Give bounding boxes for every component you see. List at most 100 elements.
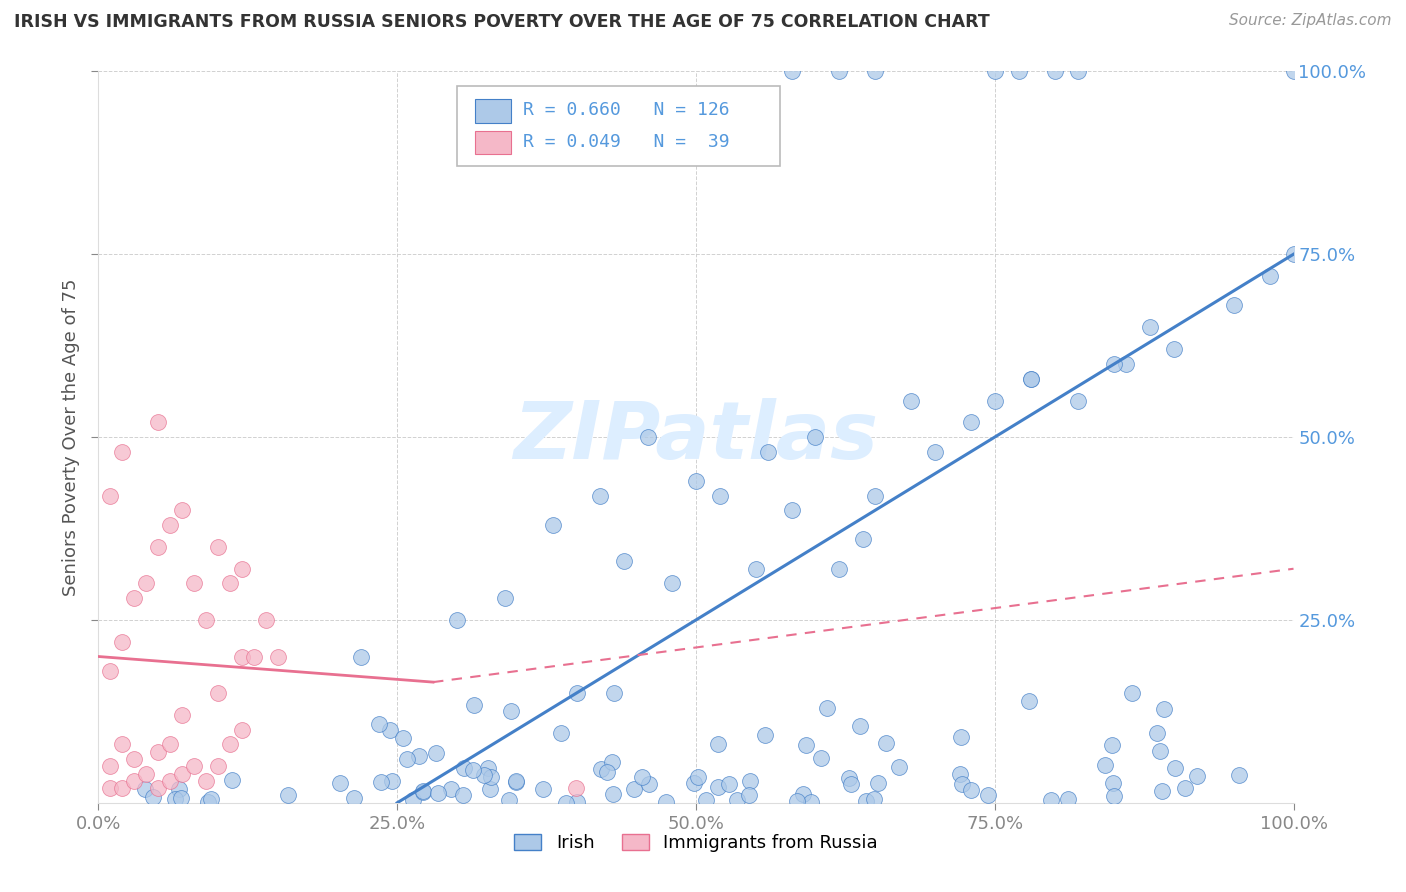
Point [717,777,740,791]
Y-axis label: Seniors Poverty Over the Age of 75: Seniors Poverty Over the Age of 75 [62,278,80,596]
Point [839,777,862,791]
Point [350,649,373,664]
Point [1153,701,1175,715]
Point [172,708,194,723]
Point [195,613,218,627]
Point [1223,298,1246,312]
Point [794,738,817,752]
Point [135,766,157,780]
Point [111,737,134,751]
Point [165,792,187,806]
Point [148,745,170,759]
Point [900,393,922,408]
Point [756,444,779,458]
Point [1121,686,1143,700]
Point [661,576,683,591]
Point [453,761,475,775]
Point [613,554,636,568]
Point [1282,247,1305,261]
Point [1174,781,1197,796]
Point [1149,744,1171,758]
Point [1115,357,1137,371]
Point [709,489,731,503]
Point [124,591,146,605]
Point [267,649,290,664]
Point [402,793,425,807]
Point [960,416,983,430]
Point [707,780,730,795]
Point [195,773,218,788]
Point [370,774,392,789]
Point [631,770,654,784]
Point [1043,64,1066,78]
Point [804,430,827,444]
Point [868,776,890,790]
Point [984,393,1007,408]
Point [1102,789,1125,804]
Point [219,576,242,591]
Point [887,760,910,774]
Point [477,760,499,774]
Point [172,503,194,517]
Point [169,782,191,797]
Point [200,791,222,805]
Point [277,788,299,802]
Point [98,489,122,503]
Point [197,795,219,809]
Point [183,576,205,591]
Point [207,540,229,554]
Point [142,790,165,805]
Text: IRISH VS IMMIGRANTS FROM RUSSIA SENIORS POVERTY OVER THE AGE OF 75 CORRELATION C: IRISH VS IMMIGRANTS FROM RUSSIA SENIORS … [14,13,990,31]
Point [159,517,181,532]
Point [949,730,972,744]
Point [172,766,194,780]
Point [865,489,887,503]
Point [738,789,761,803]
Bar [475,130,510,154]
Text: R = 0.049   N =  39: R = 0.049 N = 39 [523,133,730,152]
Point [865,64,887,78]
Point [98,781,122,796]
FancyBboxPatch shape [457,86,780,167]
Point [380,723,402,737]
Point [111,781,134,796]
Point [810,751,832,765]
Point [463,698,485,712]
Point [754,728,776,742]
Point [786,793,808,807]
Point [408,748,430,763]
Point [1163,343,1185,357]
Point [852,533,875,547]
Point [1104,357,1126,371]
Point [254,613,277,627]
Point [426,786,449,800]
Point [1163,761,1185,775]
Point [231,649,253,664]
Point [655,795,678,809]
Point [392,731,415,745]
Point [1101,738,1123,752]
Point [695,793,717,807]
Point [440,782,463,797]
Point [1150,783,1173,797]
Point [412,784,434,798]
Point [949,766,972,780]
Point [111,635,134,649]
Point [451,788,474,802]
Point [637,430,659,444]
Point [1101,776,1123,790]
Point [875,736,897,750]
Point [596,764,619,779]
Point [243,649,266,664]
Point [725,792,748,806]
Point [498,793,520,807]
Point [159,737,181,751]
Text: R = 0.660   N = 126: R = 0.660 N = 126 [523,101,730,120]
Point [412,784,434,798]
Legend: Irish, Immigrants from Russia: Irish, Immigrants from Russia [508,827,884,860]
Point [745,562,768,576]
Point [499,704,522,718]
Point [207,686,229,700]
Point [707,738,730,752]
Point [135,576,157,591]
